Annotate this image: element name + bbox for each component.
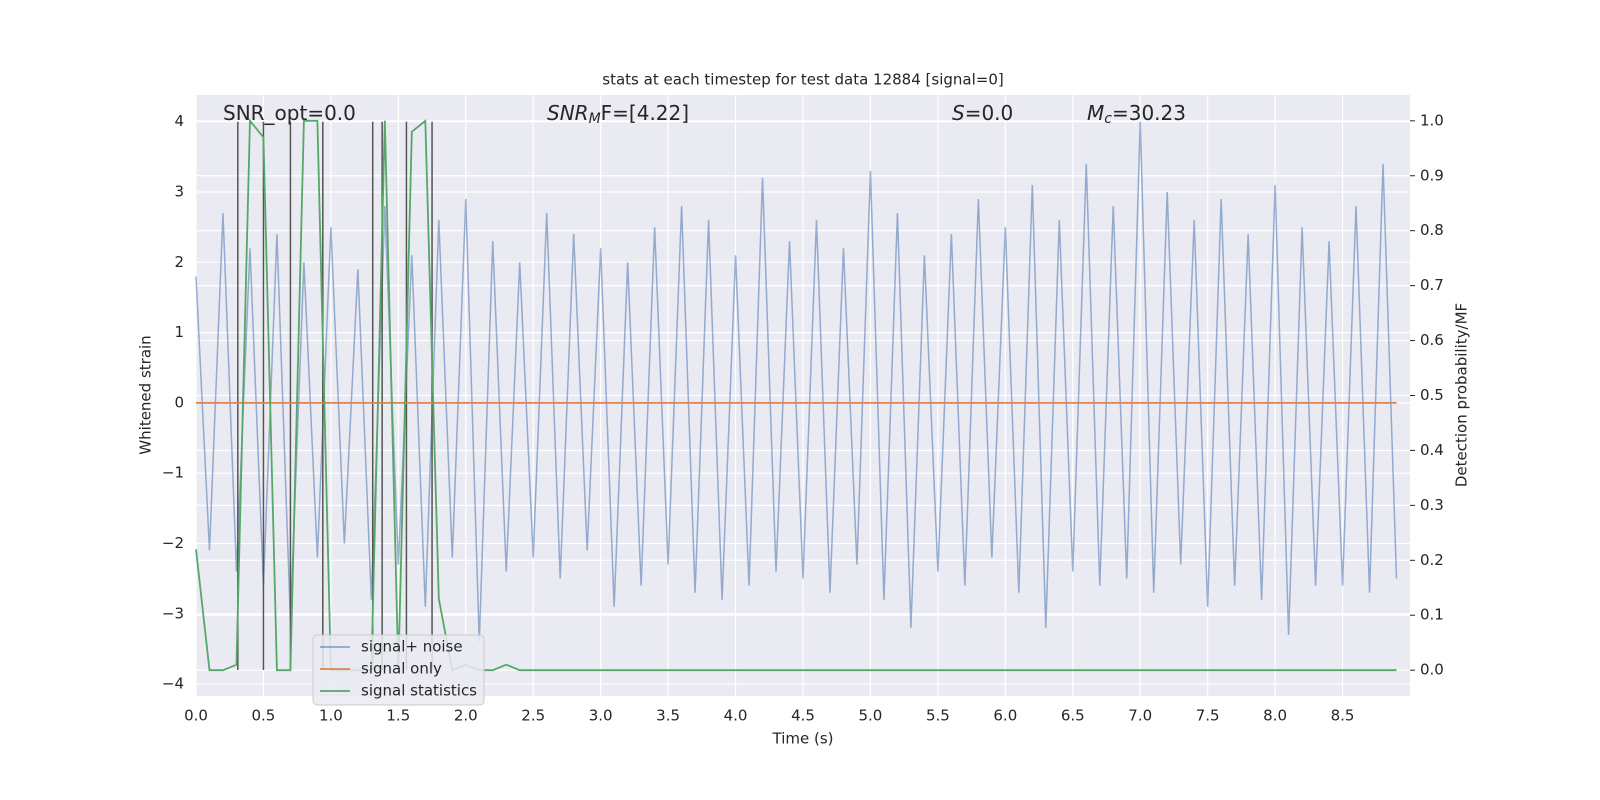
y-tick-label: −2 (162, 534, 184, 552)
annotation-base: S (952, 101, 965, 125)
annotation-base: M (1087, 101, 1104, 125)
x-tick-label: 3.0 (589, 707, 613, 725)
x-tick-label: 4.0 (724, 707, 748, 725)
x-axis-label: Time (s) (772, 730, 834, 748)
y-axis-label: Whitened strain (137, 335, 155, 454)
y-tick-label: 4 (174, 112, 184, 130)
annotation-sub: M (589, 111, 601, 127)
annotation: SNR_opt=0.0 (223, 101, 356, 125)
annotation-rest: =30.23 (1112, 101, 1186, 125)
x-tick-label: 1.0 (319, 707, 343, 725)
x-tick-label: 8.5 (1331, 707, 1355, 725)
y-tick-label: 1 (174, 323, 184, 341)
y2-tick-label: 0.9 (1420, 166, 1444, 184)
x-tick-label: 0.5 (252, 707, 276, 725)
y2-tick-label: 0.3 (1420, 496, 1444, 514)
x-tick-label: 8.0 (1263, 707, 1287, 725)
annotation-rest: =0.0 (965, 101, 1014, 125)
legend-box (312, 634, 485, 706)
x-tick-label: 0.0 (184, 707, 208, 725)
y2-tick-label: 1.0 (1420, 111, 1444, 129)
legend-label: signal only (361, 660, 442, 678)
annotation: Mc=30.23 (1087, 101, 1186, 128)
x-tick-label: 5.0 (859, 707, 883, 725)
y-tick-label: −4 (162, 675, 184, 693)
y2-tick-label: 0.4 (1420, 441, 1444, 459)
x-tick-label: 4.5 (791, 707, 815, 725)
y-tick-label: 0 (174, 393, 184, 411)
x-tick-label: 2.0 (454, 707, 478, 725)
x-tick-label: 2.5 (521, 707, 545, 725)
x-tick-label: 3.5 (656, 707, 680, 725)
x-tick-label: 5.5 (926, 707, 950, 725)
annotation-base: SNR (547, 101, 589, 125)
annotation-rest: F=[4.22] (601, 101, 689, 125)
y2-tick-label: 0.0 (1420, 661, 1444, 679)
y2-tick-label: 0.8 (1420, 221, 1444, 239)
y2-tick-label: 0.1 (1420, 606, 1444, 624)
chart-title: stats at each timestep for test data 128… (602, 71, 1003, 89)
x-tick-label: 7.0 (1128, 707, 1152, 725)
y2-tick-label: 0.7 (1420, 276, 1444, 294)
annotation: SNRMF=[4.22] (547, 101, 689, 128)
y-tick-label: 2 (174, 253, 184, 271)
x-tick-label: 1.5 (386, 707, 410, 725)
x-tick-label: 7.5 (1196, 707, 1220, 725)
legend-label: signal+ noise (361, 638, 463, 656)
y2-axis-label: Detection probability/MF (1453, 303, 1471, 487)
annotation: S=0.0 (952, 101, 1013, 125)
legend-label: signal statistics (361, 682, 477, 700)
y2-tick-label: 0.2 (1420, 551, 1444, 569)
x-tick-label: 6.0 (993, 707, 1017, 725)
annotation-base: SNR_opt=0.0 (223, 101, 356, 125)
series-line (195, 118, 1397, 672)
y2-tick-label: 0.5 (1420, 386, 1444, 404)
y2-tick-label: 0.6 (1420, 331, 1444, 349)
x-tick-label: 6.5 (1061, 707, 1085, 725)
y-tick-label: −1 (162, 464, 184, 482)
y-tick-label: 3 (174, 183, 184, 201)
y-tick-label: −3 (162, 604, 184, 622)
series-line (195, 121, 1398, 642)
annotation-sub: c (1104, 111, 1112, 127)
